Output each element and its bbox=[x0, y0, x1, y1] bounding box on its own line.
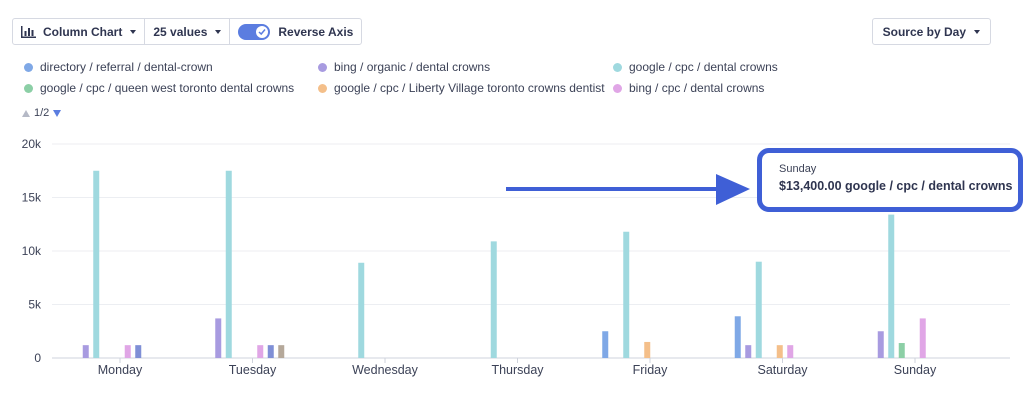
x-tick-label: Saturday bbox=[757, 363, 808, 377]
annotation-arrow-icon bbox=[506, 174, 750, 205]
legend-label: bing / cpc / dental crowns bbox=[629, 81, 765, 95]
legend-item[interactable]: bing / organic / dental crowns bbox=[318, 60, 490, 74]
legend-item[interactable]: google / cpc / queen west toronto dental… bbox=[24, 81, 294, 95]
x-tick-label: Thursday bbox=[491, 363, 544, 377]
y-tick-label: 10k bbox=[22, 244, 42, 258]
chart-type-dropdown[interactable]: Column Chart bbox=[12, 18, 146, 45]
y-tick-label: 20k bbox=[22, 137, 42, 151]
legend-label: google / cpc / Liberty Village toronto c… bbox=[334, 81, 605, 95]
bar bbox=[898, 343, 905, 358]
legend-label: bing / organic / dental crowns bbox=[334, 60, 491, 74]
bar bbox=[82, 345, 89, 358]
x-tick-label: Monday bbox=[98, 363, 143, 377]
x-tick-label: Wednesday bbox=[352, 363, 419, 377]
legend-swatch bbox=[24, 62, 33, 72]
legend-pager: 1/2 bbox=[22, 107, 62, 119]
bar bbox=[257, 345, 264, 358]
legend-label: directory / referral / dental-crown bbox=[40, 60, 213, 74]
bar bbox=[225, 170, 232, 358]
page-down-icon[interactable] bbox=[53, 109, 62, 117]
chevron-down-icon bbox=[974, 29, 980, 34]
bar bbox=[267, 345, 274, 358]
y-tick-label: 0 bbox=[34, 351, 41, 365]
legend-item[interactable]: google / cpc / dental crowns bbox=[613, 60, 778, 74]
bar bbox=[124, 345, 131, 358]
bar bbox=[93, 170, 100, 358]
bar bbox=[755, 261, 762, 358]
x-tick-label: Sunday bbox=[894, 363, 937, 377]
legend-label: google / cpc / dental crowns bbox=[629, 60, 778, 74]
bar bbox=[877, 331, 884, 358]
values-count-label: 25 values bbox=[153, 24, 208, 39]
chart-type-label: Column Chart bbox=[43, 24, 123, 39]
bar bbox=[358, 262, 365, 358]
bar bbox=[215, 318, 222, 358]
legend-item[interactable]: directory / referral / dental-crown bbox=[24, 60, 213, 74]
x-tick-label: Tuesday bbox=[229, 363, 277, 377]
check-icon bbox=[256, 25, 269, 38]
tooltip-value: $13,400.00 google / cpc / dental crowns bbox=[779, 179, 1013, 193]
x-tick-label: Friday bbox=[633, 363, 668, 377]
bar bbox=[776, 345, 783, 358]
reverse-axis-toggle[interactable]: Reverse Axis bbox=[229, 18, 363, 45]
values-count-dropdown[interactable]: 25 values bbox=[144, 18, 231, 45]
bar bbox=[278, 345, 285, 358]
chart-tooltip: Sunday $13,400.00 google / cpc / dental … bbox=[757, 148, 1023, 212]
legend-item[interactable]: bing / cpc / dental crowns bbox=[613, 81, 764, 95]
legend-swatch bbox=[318, 62, 327, 72]
bar bbox=[888, 214, 895, 358]
chevron-down-icon bbox=[130, 29, 137, 34]
chart-toolbar: Column Chart 25 values Reverse Axis bbox=[12, 18, 363, 45]
legend-swatch bbox=[318, 83, 327, 93]
bar bbox=[135, 345, 142, 358]
bar bbox=[734, 316, 741, 358]
legend-label: google / cpc / queen west toronto dental… bbox=[40, 81, 295, 95]
bar bbox=[602, 331, 609, 358]
y-tick-label: 15k bbox=[22, 191, 42, 205]
group-by-dropdown[interactable]: Source by Day bbox=[871, 18, 991, 45]
group-by-label: Source by Day bbox=[882, 24, 966, 39]
legend-swatch bbox=[24, 83, 33, 93]
chevron-down-icon bbox=[215, 29, 222, 34]
bar bbox=[745, 345, 752, 358]
tooltip-category: Sunday bbox=[779, 163, 817, 175]
column-chart-icon bbox=[21, 25, 36, 38]
bar bbox=[787, 345, 794, 358]
y-tick-label: 5k bbox=[28, 298, 42, 312]
bar bbox=[490, 241, 497, 358]
legend-swatch bbox=[613, 83, 622, 93]
bar bbox=[623, 231, 630, 358]
legend-swatch bbox=[613, 62, 622, 72]
bar bbox=[919, 318, 926, 358]
pager-text: 1/2 bbox=[34, 107, 50, 119]
legend-item[interactable]: google / cpc / Liberty Village toronto c… bbox=[318, 81, 605, 95]
bar bbox=[644, 341, 651, 358]
toggle-switch[interactable] bbox=[238, 23, 271, 40]
reverse-axis-label: Reverse Axis bbox=[278, 24, 354, 39]
page-up-icon[interactable] bbox=[22, 109, 30, 117]
